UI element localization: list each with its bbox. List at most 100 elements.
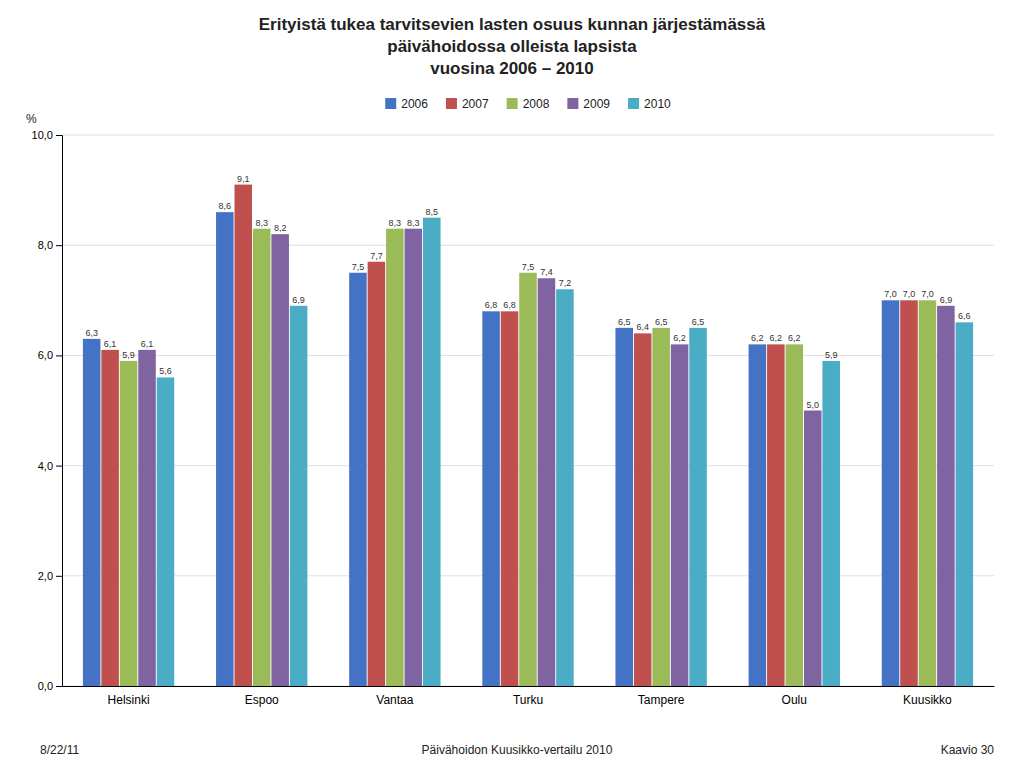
- bar: [937, 306, 955, 686]
- data-label: 7,4: [540, 267, 553, 277]
- data-label: 6,5: [692, 317, 705, 327]
- legend-swatch: [507, 98, 518, 109]
- tick: 0,0: [38, 680, 62, 692]
- bar: [767, 344, 785, 686]
- bar: [120, 361, 138, 686]
- bar: [138, 350, 156, 686]
- data-label: 7,7: [370, 251, 383, 261]
- data-label: 6,5: [655, 317, 668, 327]
- annotation: Päivähoidon Kuusikko-vertailu 2010: [422, 743, 613, 757]
- chart: Erityistä tukea tarvitsevien lasten osuu…: [0, 0, 1024, 768]
- tick: Helsinki: [108, 693, 150, 707]
- data-label: 6,2: [788, 333, 801, 343]
- tick-label: Kuusikko: [903, 693, 952, 707]
- bar: [290, 306, 308, 686]
- bar: [271, 234, 289, 686]
- legend-item: 2009: [567, 97, 610, 111]
- tick-mark: [56, 576, 62, 577]
- data-label: 7,0: [903, 289, 916, 299]
- data-label: 6,2: [751, 333, 764, 343]
- data-labels: 6,38,67,56,86,56,27,06,19,17,76,86,46,27…: [85, 174, 970, 410]
- tick-label: Vantaa: [376, 693, 413, 707]
- tick-label: 0,0: [38, 680, 53, 692]
- bar: [556, 289, 574, 686]
- data-label: 9,1: [237, 174, 250, 184]
- axis-line: [63, 686, 995, 687]
- series: [157, 218, 973, 686]
- bar: [919, 300, 937, 686]
- bar: [956, 322, 974, 686]
- bar: [749, 344, 767, 686]
- bar: [689, 328, 707, 686]
- data-label: 8,5: [426, 207, 439, 217]
- data-label: 5,9: [122, 350, 135, 360]
- tick-label: 6,0: [38, 349, 53, 361]
- data-label: 7,5: [522, 262, 535, 272]
- bar: [157, 377, 175, 686]
- grid-line: [62, 245, 994, 246]
- tick: 4,0: [38, 460, 62, 472]
- title-line: vuosina 2006 – 2010: [430, 59, 594, 78]
- bar: [671, 344, 689, 686]
- data-label: 5,9: [825, 350, 838, 360]
- legend-item: 2010: [628, 97, 671, 111]
- bar: [652, 328, 670, 686]
- tick: Vantaa: [376, 693, 413, 707]
- data-label: 6,9: [940, 295, 953, 305]
- data-label: 6,1: [104, 339, 117, 349]
- data-label: 6,8: [485, 300, 498, 310]
- bar: [253, 229, 271, 686]
- tick-label: Helsinki: [108, 693, 150, 707]
- plot-area: 6,38,67,56,86,56,27,06,19,17,76,86,46,27…: [32, 129, 995, 707]
- legend-swatch: [446, 98, 457, 109]
- data-label: 6,3: [85, 328, 98, 338]
- data-label: 6,2: [770, 333, 783, 343]
- bar: [83, 339, 101, 686]
- bar: [501, 311, 519, 686]
- tick: Turku: [513, 693, 543, 707]
- grid-line: [62, 135, 994, 136]
- legend-label: 2006: [401, 97, 428, 111]
- legend: 20062007200820092010: [385, 97, 671, 111]
- axis-line: [56, 136, 63, 687]
- bar: [423, 218, 441, 686]
- axis-title: %: [26, 112, 37, 126]
- data-label: 7,2: [559, 278, 572, 288]
- title: Erityistä tukea tarvitsevien lasten osuu…: [259, 15, 766, 78]
- data-label: 5,0: [806, 400, 819, 410]
- tick-label: 8,0: [38, 239, 53, 251]
- legend-swatch: [385, 98, 396, 109]
- bar: [804, 411, 822, 687]
- data-label: 8,3: [389, 218, 402, 228]
- tick: Kuusikko: [903, 693, 952, 707]
- bar: [822, 361, 840, 686]
- data-label: 6,6: [958, 311, 971, 321]
- data-label: 8,3: [407, 218, 420, 228]
- tick: 10,0: [32, 129, 62, 141]
- data-label: 6,4: [636, 322, 649, 332]
- tick-label: 10,0: [32, 129, 53, 141]
- bar: [519, 273, 537, 686]
- bar: [368, 262, 386, 686]
- legend-item: 2008: [507, 97, 550, 111]
- tick: Tampere: [638, 693, 685, 707]
- series: [83, 212, 899, 686]
- tick-mark: [56, 686, 62, 687]
- legend-label: 2010: [644, 97, 671, 111]
- data-label: 7,0: [921, 289, 934, 299]
- bars: [83, 185, 973, 686]
- bar: [101, 350, 119, 686]
- bar: [634, 333, 652, 686]
- tick-mark: [56, 355, 62, 356]
- data-label: 6,8: [503, 300, 516, 310]
- x-axis: Helsinki Espoo Vantaa Turku Tampere Oulu Kuusi…: [63, 687, 995, 707]
- bar: [349, 273, 367, 686]
- tick: Oulu: [782, 693, 807, 707]
- data-label: 8,2: [274, 223, 287, 233]
- legend-label: 2008: [523, 97, 550, 111]
- data-label: 6,9: [292, 295, 305, 305]
- annotation: 8/22/11: [40, 743, 79, 757]
- tick-label: 4,0: [38, 460, 53, 472]
- tick: Espoo: [245, 693, 279, 707]
- tick: 2,0: [38, 570, 62, 582]
